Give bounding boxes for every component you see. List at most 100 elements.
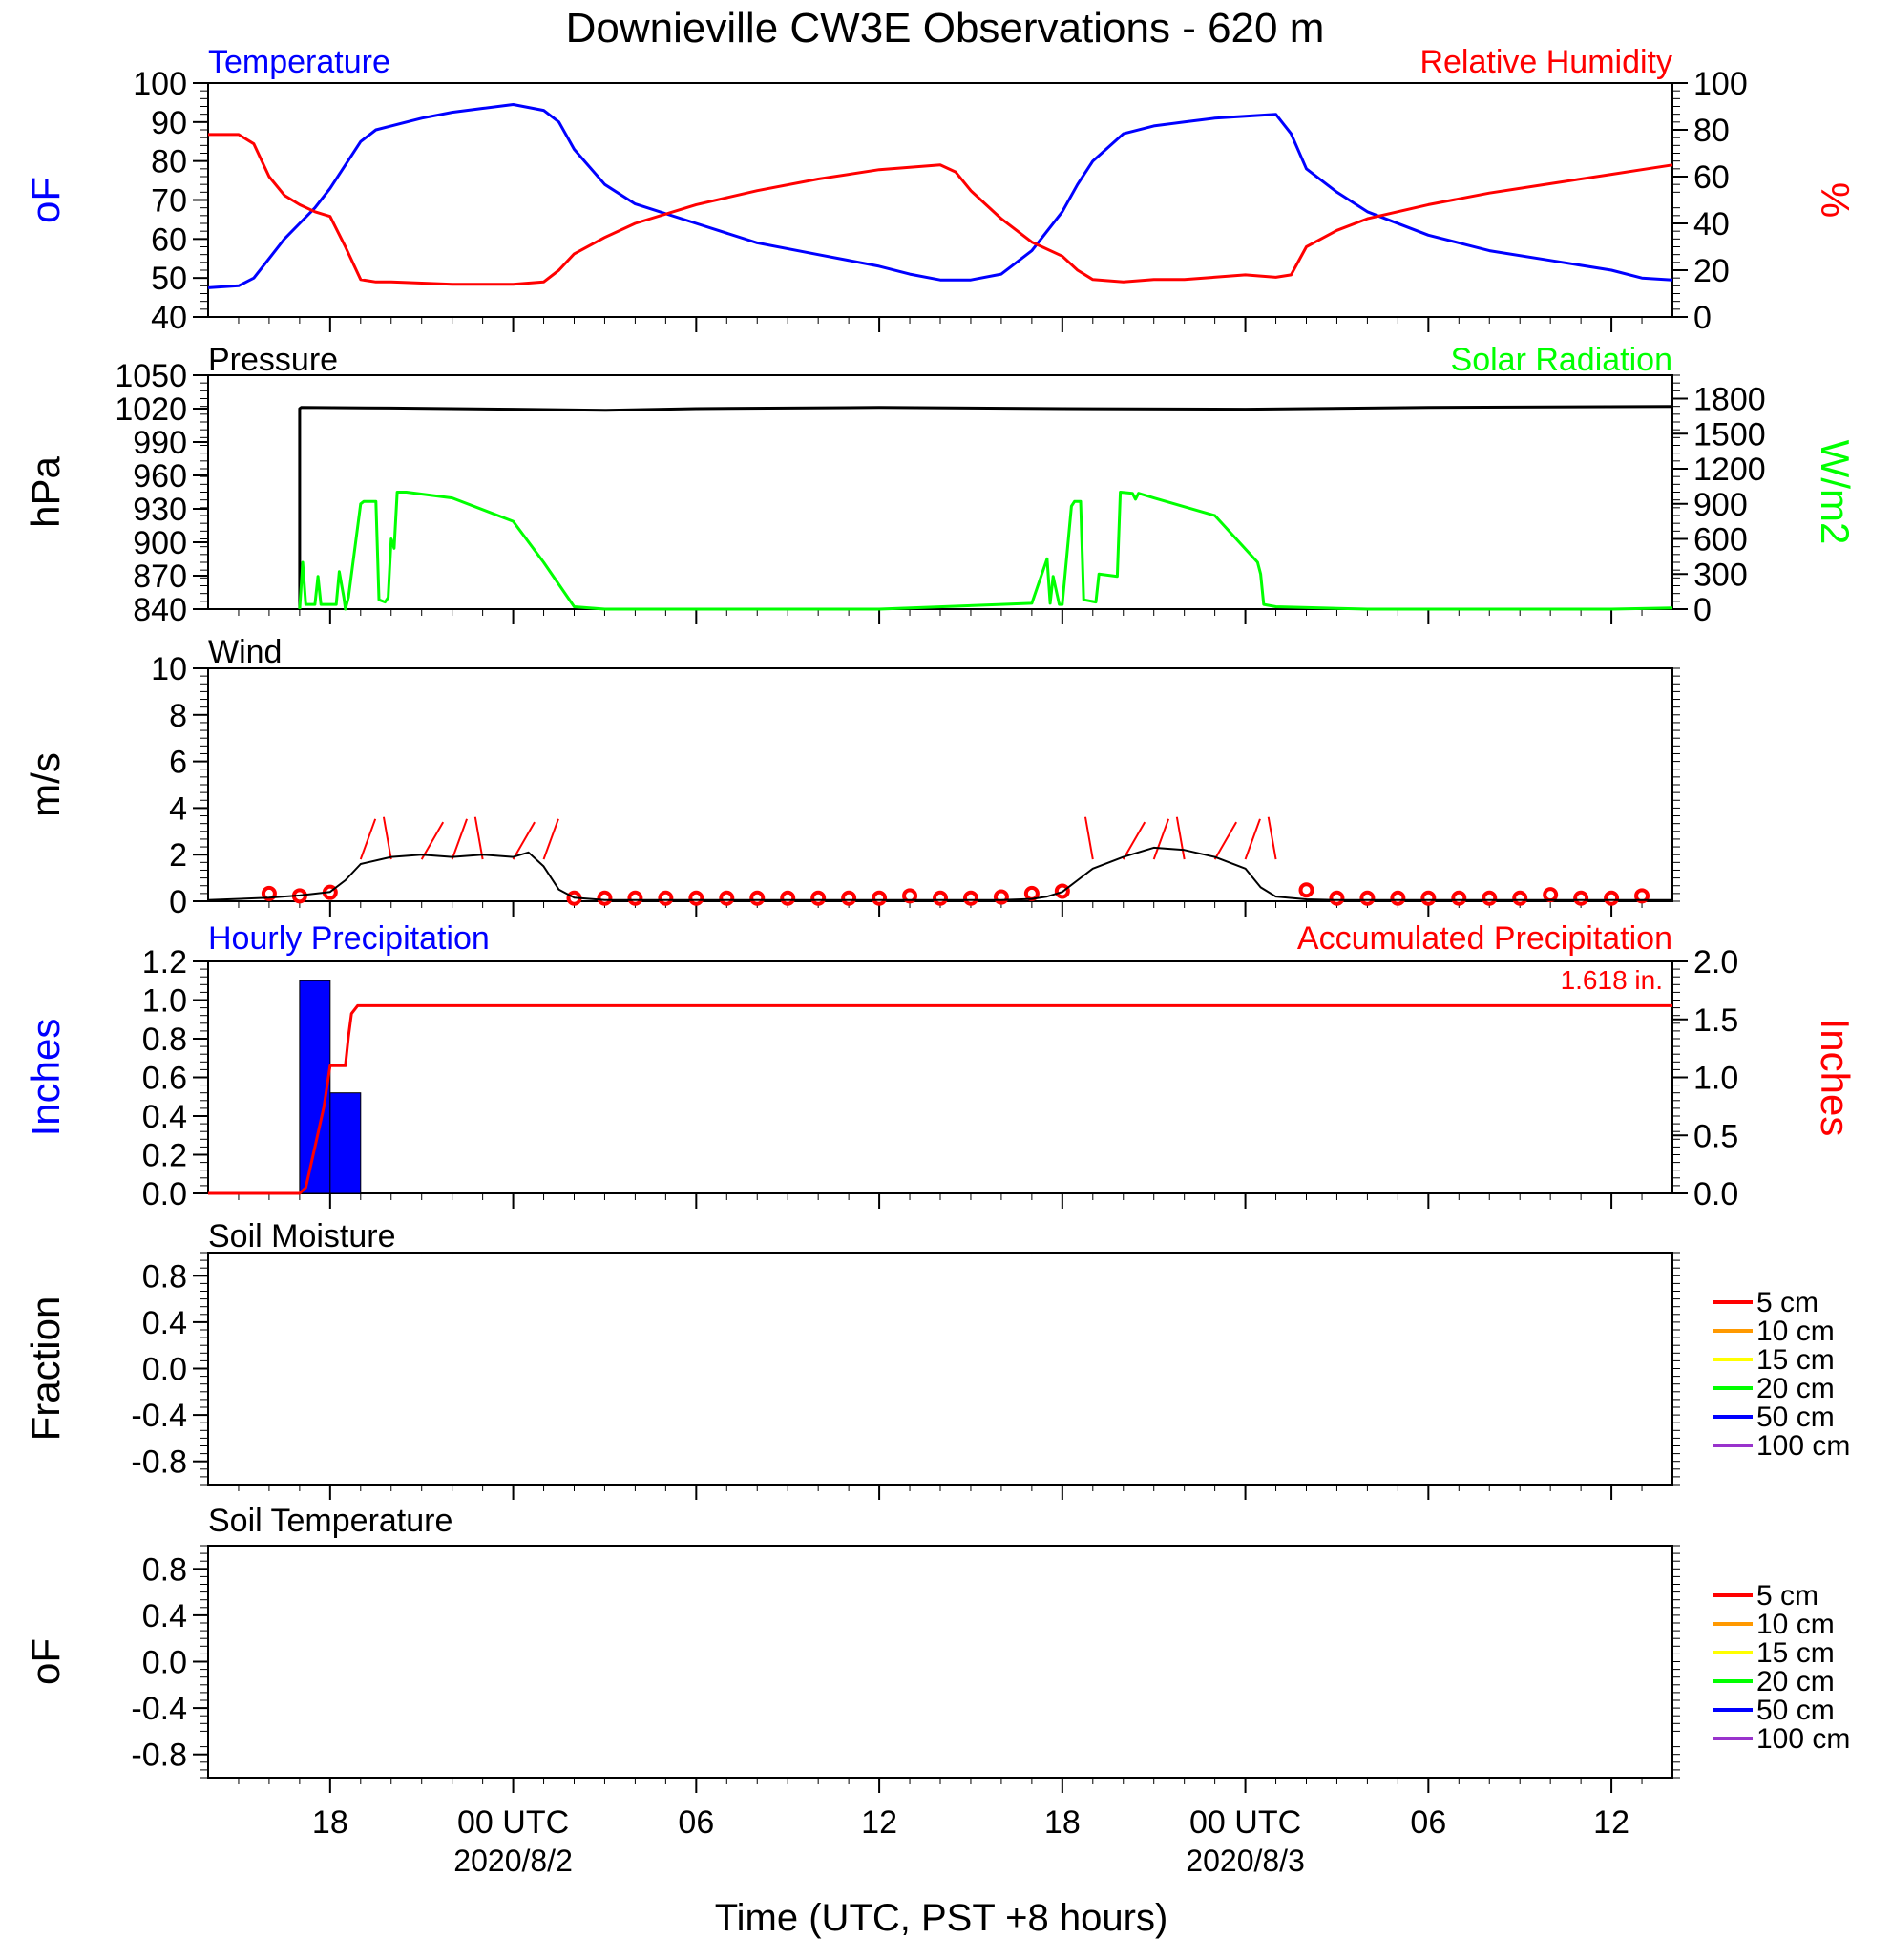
left-tick-label: 0.2: [142, 1138, 187, 1174]
right-tick-label: 40: [1693, 206, 1730, 242]
wind-barb: [1267, 816, 1277, 860]
legend-label: 20 cm: [1756, 1666, 1835, 1697]
left-tick-label: 8: [169, 698, 187, 734]
accum-precip-title: Accumulated Precipitation: [1297, 920, 1672, 957]
right-tick-label: 1.5: [1693, 1002, 1738, 1039]
right-tick-label: 1800: [1693, 382, 1766, 418]
legend-label: 100 cm: [1756, 1430, 1850, 1462]
panel-temp-rh: Temperature Relative Humidity: [208, 44, 1672, 80]
wind-barb: [1122, 821, 1146, 860]
soil-temperature-title: Soil Temperature: [208, 1503, 452, 1539]
left-tick-label: 0.4: [142, 1305, 187, 1341]
wind-calm-marker: [933, 890, 948, 906]
left-tick-label: 10: [151, 651, 187, 687]
left-tick-label: 0.8: [142, 1258, 187, 1295]
left-tick-label: 0.6: [142, 1061, 187, 1097]
solar-title: Solar Radiation: [1451, 342, 1672, 378]
x-tick-label: 12: [1593, 1804, 1629, 1841]
left-axis-label: Inches: [23, 1019, 68, 1137]
left-tick-label: 990: [133, 425, 187, 461]
wind-calm-marker: [688, 890, 704, 906]
wind-calm-marker: [597, 890, 613, 906]
wind-calm-marker: [810, 890, 827, 906]
hourly-precip-bar: [299, 980, 331, 1194]
pressure-title: Pressure: [208, 342, 338, 378]
wind-calm-marker: [1451, 890, 1467, 906]
left-tick-label: -0.4: [131, 1398, 187, 1434]
wind-barb: [512, 821, 536, 860]
left-tick-label: 50: [151, 261, 187, 297]
wind-barb: [542, 818, 559, 860]
left-tick-label: 0: [169, 884, 187, 920]
rh-title: Relative Humidity: [1419, 44, 1672, 80]
right-tick-label: 600: [1693, 522, 1748, 558]
right-tick-label: 20: [1693, 253, 1730, 289]
wind-calm-marker: [261, 885, 277, 901]
wind-calm-marker: [1359, 890, 1376, 906]
right-tick-label: 0.0: [1693, 1176, 1738, 1212]
x-tick-label: 06: [1410, 1804, 1446, 1841]
left-axis-label: m/s: [23, 752, 68, 817]
plot-frame: [207, 1545, 1673, 1779]
wind-calm-marker: [902, 888, 918, 904]
left-tick-label: 2: [169, 837, 187, 874]
left-tick-label: 80: [151, 144, 187, 180]
wind-calm-marker: [627, 890, 643, 906]
relative-humidity-line: [208, 133, 1673, 286]
x-tick-label: 00 UTC: [1189, 1804, 1301, 1841]
wind-barb: [1152, 818, 1170, 860]
wind-barb: [1083, 816, 1094, 860]
soil-moisture-title: Soil Moisture: [208, 1218, 396, 1254]
left-tick-label: 0.4: [142, 1099, 187, 1135]
panel-soil-temperature: Soil Temperature: [208, 1503, 452, 1539]
right-tick-label: 300: [1693, 557, 1748, 593]
wind-calm-marker: [1604, 890, 1620, 906]
right-axis-label: %: [1813, 182, 1858, 218]
left-tick-label: 870: [133, 558, 187, 595]
right-tick-label: 0: [1693, 300, 1712, 336]
plot-frame: [207, 374, 1673, 610]
plot-frame: [207, 1252, 1673, 1486]
x-tick-label: 06: [678, 1804, 714, 1841]
legend-label: 50 cm: [1756, 1402, 1835, 1433]
wind-calm-marker: [841, 890, 857, 906]
left-tick-label: -0.8: [131, 1444, 187, 1481]
left-tick-label: 0.8: [142, 1022, 187, 1058]
right-axis-label: Inches: [1813, 1019, 1858, 1137]
x-tick-label: 00 UTC: [457, 1804, 569, 1841]
left-tick-label: 900: [133, 525, 187, 561]
left-axis-label: hPa: [23, 455, 68, 527]
left-axis-label: oF: [23, 177, 68, 223]
left-tick-label: 1.0: [142, 983, 187, 1020]
x-axis-label: Time (UTC, PST +8 hours): [715, 1897, 1168, 1939]
right-tick-label: 1500: [1693, 416, 1766, 453]
left-tick-label: 0.8: [142, 1551, 187, 1588]
panel-soil-moisture: Soil Moisture: [208, 1218, 396, 1254]
wind-calm-marker: [962, 890, 978, 906]
temperature-line: [207, 103, 1673, 289]
left-tick-label: 1.2: [142, 944, 187, 980]
hourly-precip-bar: [329, 1092, 362, 1194]
left-tick-label: 1050: [115, 358, 187, 394]
left-tick-label: -0.8: [131, 1738, 187, 1774]
legend-label: 15 cm: [1756, 1344, 1835, 1376]
x-tick-label: 18: [1044, 1804, 1081, 1841]
wind-calm-marker: [1482, 890, 1498, 906]
solar-radiation-line: [298, 491, 1673, 611]
left-tick-label: 70: [151, 183, 187, 220]
right-tick-label: 0.5: [1693, 1118, 1738, 1154]
right-tick-label: 2.0: [1693, 944, 1738, 980]
left-tick-label: 960: [133, 458, 187, 495]
left-tick-label: 40: [151, 300, 187, 336]
wind-barb: [359, 818, 377, 860]
left-axis-label: Fraction: [23, 1296, 68, 1442]
accumulated-precipitation-line: [208, 1003, 1672, 1195]
legend-label: 5 cm: [1756, 1287, 1818, 1318]
left-tick-label: 0.0: [142, 1176, 187, 1212]
left-tick-label: 0.4: [142, 1598, 187, 1634]
wind-barb: [473, 816, 484, 860]
legend-label: 5 cm: [1756, 1580, 1818, 1612]
wind-barb: [382, 816, 392, 860]
